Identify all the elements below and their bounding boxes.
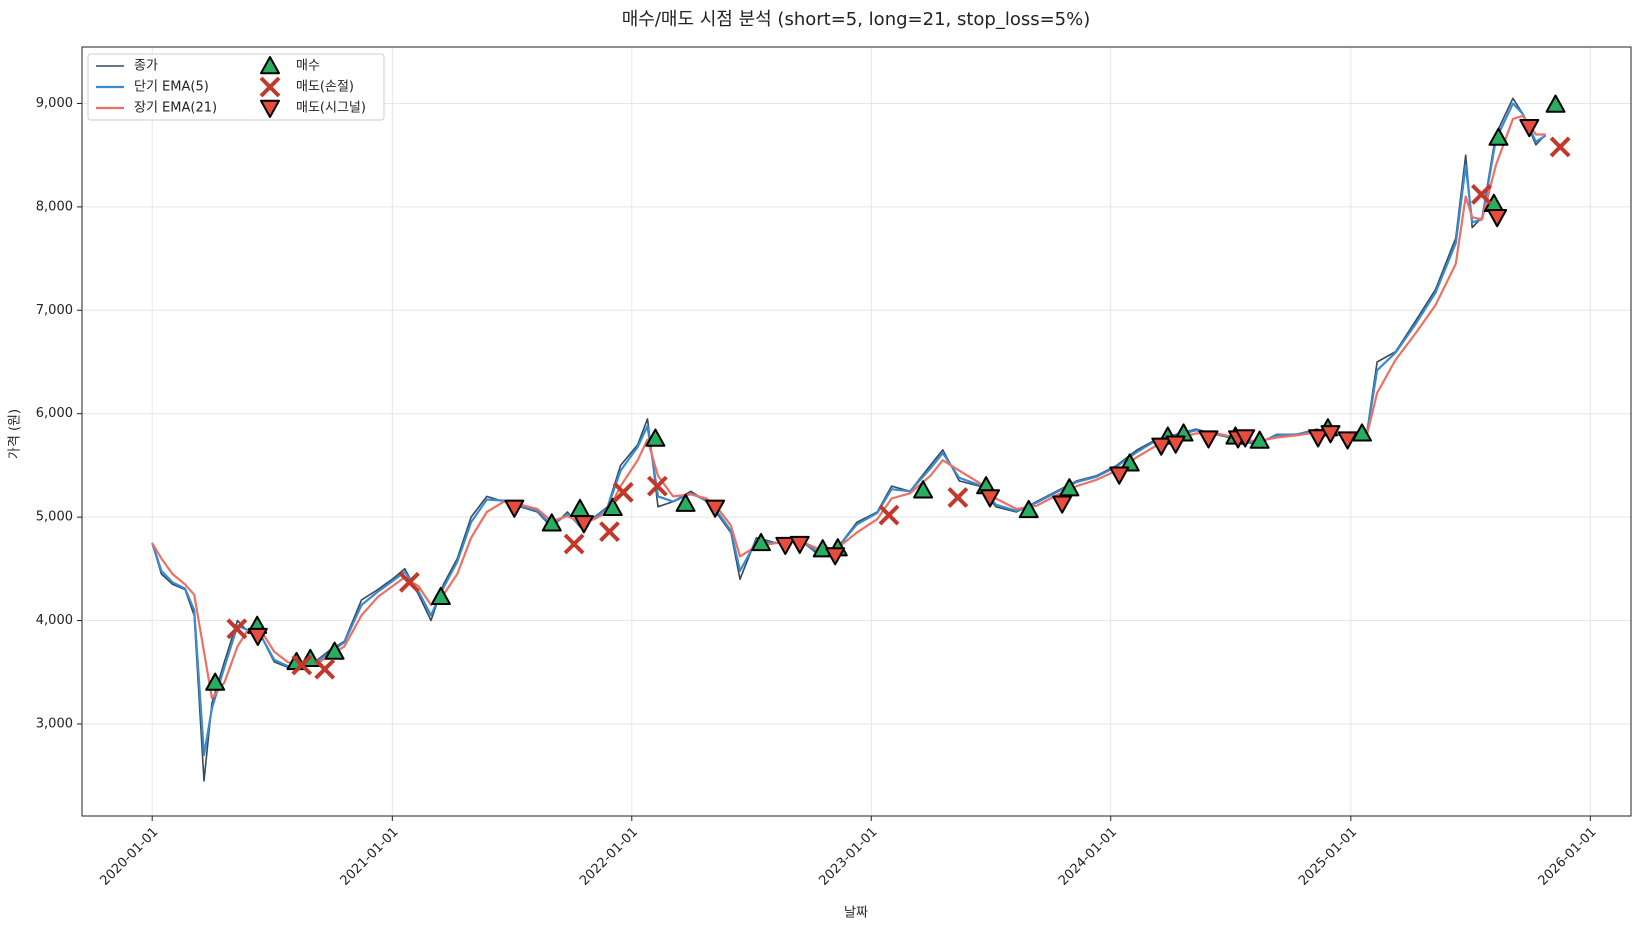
- signal-marker: [1308, 429, 1329, 448]
- signal-marker: [878, 504, 900, 526]
- signal-marker: [1488, 127, 1509, 146]
- signal-marker: [612, 481, 634, 503]
- signal-marker: [314, 658, 336, 680]
- signal-marker: [1337, 431, 1358, 450]
- signal-marker: [324, 641, 345, 660]
- y-tick-label: 9,000: [36, 96, 73, 111]
- legend-label: 매수: [296, 59, 320, 74]
- signal-marker: [1487, 209, 1508, 228]
- signal-marker: [1052, 495, 1073, 514]
- x-tick-label: 2020-01-01: [97, 825, 161, 889]
- signal-marker: [645, 428, 666, 447]
- price-line: [151, 97, 1547, 782]
- signal-marker: [226, 618, 248, 640]
- signal-marker: [430, 586, 451, 605]
- signal-marker: [789, 535, 810, 555]
- signal-marker: [541, 513, 562, 532]
- y-tick-label: 7,000: [36, 303, 73, 318]
- signal-marker: [980, 489, 1001, 508]
- signal-marker: [599, 521, 620, 543]
- plot-area: [151, 94, 1571, 782]
- axes: 3,000 4,000 5,000 6,000 7,000 8,000 9,000 2020-…: [36, 96, 1600, 889]
- chart-title: 매수/매도 시점 분석 (short=5, long=21, stop_loss…: [622, 9, 1091, 30]
- y-tick-label: 8,000: [36, 199, 73, 214]
- signal-marker: [1165, 435, 1186, 454]
- signal-marker: [1249, 430, 1270, 449]
- x-tick-label: 2024-01-01: [1056, 825, 1120, 889]
- legend-label: 매도(손절): [296, 80, 354, 95]
- signal-marker: [205, 672, 226, 691]
- legend-label: 매도(시그널): [296, 101, 366, 116]
- signal-marker: [646, 475, 668, 497]
- legend-label: 장기 EMA(21): [134, 101, 217, 116]
- signal-marker: [602, 497, 623, 517]
- x-tick-label: 2026-01-01: [1536, 825, 1600, 889]
- axes-frame: [81, 46, 1632, 817]
- x-tick-label: 2025-01-01: [1296, 825, 1360, 889]
- x-tick-label: 2021-01-01: [338, 825, 402, 889]
- signal-marker: [291, 654, 313, 676]
- signal-marker: [751, 532, 772, 552]
- signal-marker: [1059, 478, 1080, 497]
- legend-box: [87, 53, 385, 121]
- signal-marker: [1151, 437, 1172, 456]
- signal-marker: [913, 480, 934, 499]
- signal-marker: [1545, 94, 1566, 113]
- signal-marker: [573, 515, 594, 534]
- signal-marker: [398, 571, 420, 593]
- signal-marker: [775, 536, 796, 556]
- signal-marker: [1109, 466, 1130, 485]
- signal-marker: [825, 547, 846, 566]
- signal-marker: [1119, 453, 1140, 472]
- signal-marker: [1549, 136, 1571, 158]
- y-tick-label: 6,000: [36, 406, 73, 421]
- signal-marker: [1470, 184, 1492, 205]
- y-tick-label: 5,000: [36, 510, 73, 525]
- signal-marker: [947, 487, 969, 508]
- signal-marker: [1235, 429, 1256, 448]
- y-tick-label: 4,000: [36, 613, 73, 628]
- signal-marker: [1320, 425, 1341, 444]
- legend-swatch: [259, 76, 281, 98]
- signal-marker: [563, 533, 585, 555]
- y-axis-label: 가격 (원): [8, 409, 23, 459]
- signal-marker: [675, 493, 696, 512]
- signal-marker: [247, 627, 268, 647]
- signal-marker: [504, 499, 525, 518]
- grid: [82, 47, 1631, 816]
- legend-label: 단기 EMA(5): [134, 80, 209, 95]
- signal-marker: [1519, 119, 1540, 138]
- signal-marker: [705, 499, 726, 518]
- legend-swatch: [260, 99, 280, 118]
- signal-marker: [1018, 499, 1039, 519]
- legend-label: 종가: [134, 59, 158, 74]
- x-tick-label: 2022-01-01: [577, 825, 641, 889]
- signal-marker: [569, 498, 590, 518]
- x-tick-label: 2023-01-01: [817, 825, 881, 889]
- legend-swatch: [260, 56, 280, 75]
- y-tick-label: 3,000: [36, 716, 73, 731]
- price-line: [151, 114, 1546, 700]
- x-axis-label: 날짜: [844, 906, 868, 921]
- signal-marker: [1198, 430, 1219, 449]
